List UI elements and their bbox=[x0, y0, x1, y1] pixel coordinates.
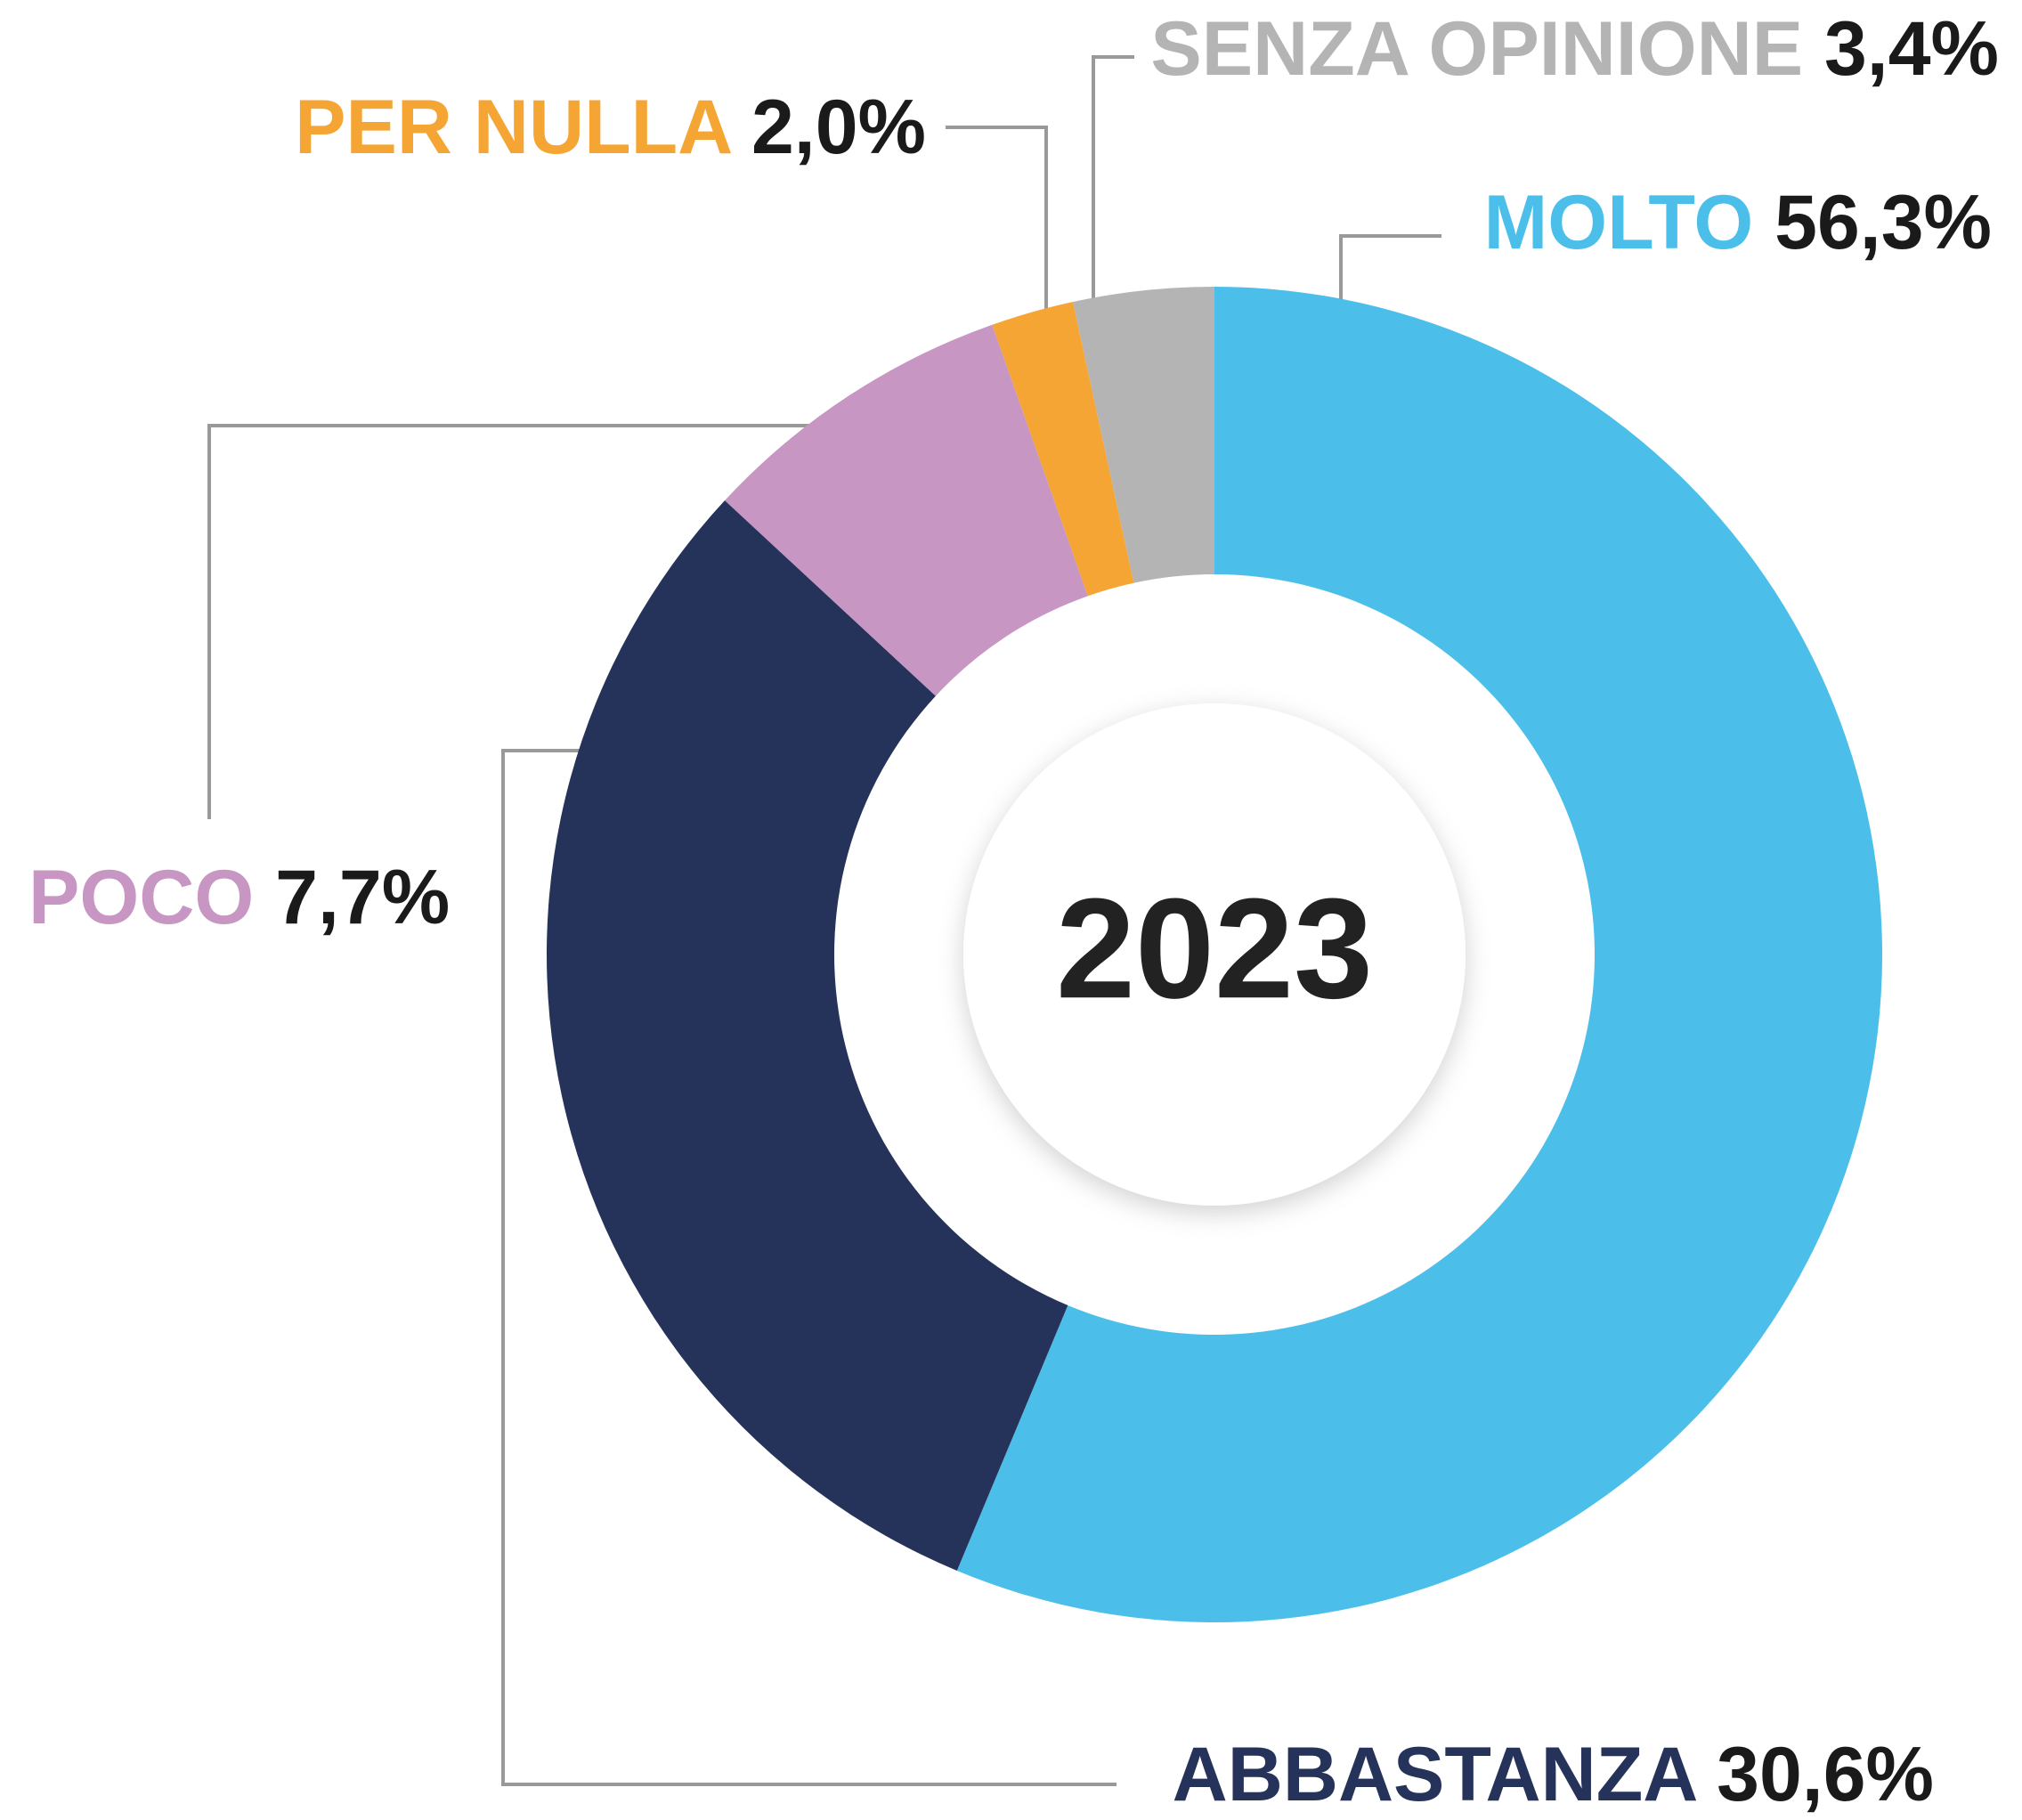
slice-label: ABBASTANZA 30,6% bbox=[1173, 1732, 1934, 1817]
value-label: 56,3% bbox=[1774, 180, 1992, 265]
category-name: SENZA OPINIONE bbox=[1150, 6, 1803, 92]
category-name: POCO bbox=[28, 855, 254, 940]
value-label: 30,6% bbox=[1717, 1732, 1934, 1817]
leader-line bbox=[946, 126, 1048, 396]
slice-label: POCO 7,7% bbox=[28, 855, 450, 940]
slice-label: MOLTO 56,3% bbox=[1484, 180, 1992, 265]
slice bbox=[725, 324, 1088, 696]
value-label: 2,0% bbox=[751, 85, 926, 170]
value-label: 3,4% bbox=[1824, 6, 1999, 92]
slice-label: SENZA OPINIONE 3,4% bbox=[1150, 6, 1999, 92]
center-disc bbox=[963, 703, 1466, 1206]
slice bbox=[547, 500, 1068, 1572]
category-name: ABBASTANZA bbox=[1173, 1732, 1697, 1817]
value-label: 7,7% bbox=[275, 855, 450, 940]
category-name: PER NULLA bbox=[295, 85, 731, 170]
center-label: 2023 bbox=[1056, 868, 1373, 1028]
category-name: MOLTO bbox=[1484, 180, 1754, 265]
leader-line bbox=[207, 424, 880, 819]
slices bbox=[547, 287, 1882, 1622]
slice bbox=[992, 302, 1134, 597]
slice bbox=[1072, 287, 1214, 583]
labels: MOLTO 56,3% ABBASTANZA 30,6% POCO 7,7% PER … bbox=[28, 6, 1999, 1817]
slice bbox=[956, 287, 1882, 1622]
slice-label: PER NULLA 2,0% bbox=[295, 85, 926, 170]
leader-line bbox=[1092, 55, 1134, 391]
